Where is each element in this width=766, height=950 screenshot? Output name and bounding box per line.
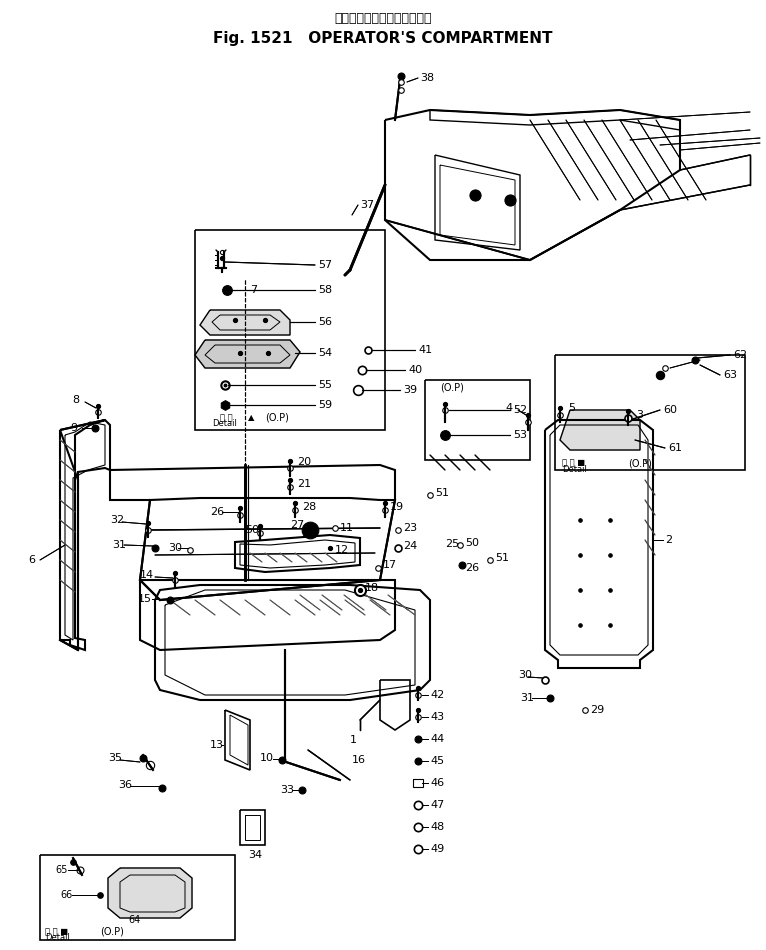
Text: 11: 11: [340, 523, 354, 533]
Text: 図 図 ■: 図 図 ■: [562, 459, 585, 467]
Text: 4: 4: [505, 403, 512, 413]
Text: 15: 15: [138, 594, 152, 604]
Text: 55: 55: [318, 380, 332, 390]
Text: (O.P): (O.P): [100, 927, 124, 937]
Text: 3: 3: [636, 410, 643, 420]
Text: 図 図: 図 図: [220, 413, 233, 423]
Text: 9: 9: [70, 423, 77, 433]
Text: 50: 50: [245, 525, 259, 535]
Text: 53: 53: [513, 430, 527, 440]
Text: 33: 33: [280, 785, 294, 795]
Text: 30: 30: [518, 670, 532, 680]
Text: 52: 52: [513, 405, 527, 415]
Text: (O.P): (O.P): [265, 413, 289, 423]
Text: 6: 6: [28, 555, 35, 565]
Text: 5: 5: [568, 403, 575, 413]
Text: Detail: Detail: [562, 466, 587, 474]
Text: ▲: ▲: [248, 413, 254, 423]
Text: 42: 42: [430, 690, 444, 700]
Text: 図 図 ■: 図 図 ■: [45, 927, 68, 937]
Polygon shape: [560, 410, 640, 450]
Text: 8: 8: [72, 395, 79, 405]
Text: Fig. 1521   OPERATOR'S COMPARTMENT: Fig. 1521 OPERATOR'S COMPARTMENT: [213, 30, 553, 46]
Text: 43: 43: [430, 712, 444, 722]
Text: 31: 31: [112, 540, 126, 550]
Text: 56: 56: [318, 317, 332, 327]
Text: 60: 60: [663, 405, 677, 415]
Text: 20: 20: [297, 457, 311, 467]
Text: 24: 24: [403, 541, 417, 551]
Text: 46: 46: [430, 778, 444, 788]
Text: 14: 14: [140, 570, 154, 580]
Text: 40: 40: [408, 365, 422, 375]
Text: 13: 13: [210, 740, 224, 750]
Text: 32: 32: [110, 515, 124, 525]
Text: 1: 1: [350, 735, 357, 745]
Text: 63: 63: [723, 370, 737, 380]
Text: 51: 51: [495, 553, 509, 563]
Text: 36: 36: [118, 780, 132, 790]
Text: 28: 28: [302, 502, 316, 512]
Text: 65: 65: [55, 865, 67, 875]
Text: 37: 37: [360, 200, 374, 210]
Text: 58: 58: [318, 285, 332, 295]
Text: 2: 2: [665, 535, 672, 545]
Text: 45: 45: [430, 756, 444, 766]
Text: 30: 30: [168, 543, 182, 553]
Text: 35: 35: [108, 753, 122, 763]
Polygon shape: [200, 310, 290, 335]
Text: 29: 29: [590, 705, 604, 715]
Text: Detail: Detail: [45, 934, 70, 942]
Text: 25: 25: [445, 539, 459, 549]
Text: 59: 59: [318, 400, 332, 410]
Text: 17: 17: [383, 560, 397, 570]
Text: 23: 23: [403, 523, 417, 533]
Text: 7: 7: [250, 285, 257, 295]
Text: (O.P): (O.P): [628, 458, 652, 468]
Text: 31: 31: [520, 693, 534, 703]
Text: 34: 34: [248, 850, 262, 860]
Text: (O.P): (O.P): [440, 383, 464, 393]
Text: 44: 44: [430, 734, 444, 744]
Text: 61: 61: [668, 443, 682, 453]
Text: 39: 39: [403, 385, 417, 395]
Text: 38: 38: [420, 73, 434, 83]
Polygon shape: [108, 868, 192, 918]
Text: 57: 57: [318, 260, 332, 270]
Text: 21: 21: [297, 479, 311, 489]
Text: 41: 41: [418, 345, 432, 355]
Text: 64: 64: [128, 915, 140, 925]
Text: 18: 18: [365, 583, 379, 593]
Text: 62: 62: [733, 350, 747, 360]
Text: オペレータコンパートメント: オペレータコンパートメント: [334, 11, 432, 25]
Text: 16: 16: [352, 755, 366, 765]
Text: 66: 66: [60, 890, 72, 900]
Text: 48: 48: [430, 822, 444, 832]
Text: 10: 10: [260, 753, 274, 763]
Polygon shape: [195, 340, 300, 368]
Text: 54: 54: [318, 348, 332, 358]
Text: 47: 47: [430, 800, 444, 810]
Text: 19: 19: [390, 502, 404, 512]
Text: 50: 50: [465, 538, 479, 548]
Text: 49: 49: [430, 844, 444, 854]
Text: 26: 26: [465, 563, 479, 573]
Text: Detail: Detail: [212, 420, 237, 428]
Text: 27: 27: [290, 520, 304, 530]
Text: 51: 51: [435, 488, 449, 498]
Text: 26: 26: [210, 507, 224, 517]
Text: 12: 12: [335, 545, 349, 555]
